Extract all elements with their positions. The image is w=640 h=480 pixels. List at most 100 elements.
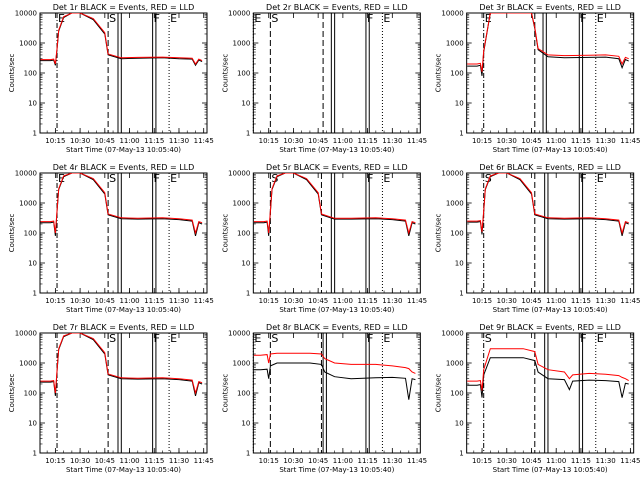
y-axis-label: Counts/sec (221, 54, 229, 93)
event-marker-label: E (58, 12, 65, 25)
x-tick-label: 10:45 (521, 297, 541, 305)
y-axis-label: Counts/sec (8, 214, 16, 253)
panel-title: Det 2r BLACK = Events, RED = LLD (266, 3, 408, 12)
series-line-lld (467, 173, 629, 235)
y-tick-label: 10 (241, 420, 250, 428)
x-tick-label: 11:15 (358, 457, 378, 465)
y-tick-label: 100 (450, 390, 463, 398)
x-tick-label: 11:00 (546, 457, 566, 465)
panel-det-6: Det 6r BLACK = Events, RED = LLD 1 10 100 10… (435, 163, 640, 314)
event-marker-label: F (580, 332, 586, 345)
series-line-lld (253, 352, 416, 374)
event-marker-label: E (383, 12, 390, 25)
panel-title: Det 7r BLACK = Events, RED = LLD (53, 323, 195, 332)
y-tick-label: 100 (24, 230, 37, 238)
plot-frame (252, 12, 421, 134)
x-tick-label: 11:00 (333, 137, 353, 145)
x-tick-label: 11:45 (407, 457, 427, 465)
x-tick-label: 11:30 (596, 457, 616, 465)
event-marker-label: E (597, 332, 604, 345)
x-tick-label: 11:15 (358, 137, 378, 145)
y-tick-label: 10000 (228, 330, 250, 338)
x-tick-label: 11:30 (169, 297, 189, 305)
y-tick-label: 10000 (441, 170, 463, 178)
y-tick-label: 1000 (233, 360, 251, 368)
y-tick-label: 10 (241, 100, 250, 108)
x-tick-label: 11:00 (333, 457, 353, 465)
plot-frame (466, 332, 635, 454)
x-tick-label: 10:15 (259, 137, 279, 145)
event-marker-label: E (58, 172, 65, 185)
event-marker-label: S (271, 332, 278, 345)
x-tick-label: 10:15 (45, 457, 65, 465)
y-tick-label: 1000 (19, 360, 37, 368)
event-marker-label: E (597, 12, 604, 25)
x-tick-label: 11:15 (571, 297, 591, 305)
series-line-lld (467, 13, 629, 72)
panel-title: Det 9r BLACK = Events, RED = LLD (479, 323, 621, 332)
y-tick-label: 1 (459, 130, 463, 138)
event-marker-label: S (271, 172, 278, 185)
y-tick-label: 1000 (446, 40, 464, 48)
plot-frame (466, 172, 635, 294)
event-marker-label: F (154, 12, 160, 25)
event-marker-label: E (383, 332, 390, 345)
x-tick-label: 11:30 (382, 457, 402, 465)
y-axis-label: Counts/sec (435, 214, 443, 253)
event-marker-label: E (383, 172, 390, 185)
x-tick-label: 11:30 (169, 457, 189, 465)
y-tick-label: 1 (246, 130, 250, 138)
panel-det-4: Det 4r BLACK = Events, RED = LLD 1 10 100 10… (8, 163, 214, 314)
x-axis-label: Start Time (07-May-13 10:05:40) (493, 466, 608, 474)
series-line-lld (40, 13, 203, 65)
x-tick-label: 11:00 (119, 297, 139, 305)
x-tick-label: 10:45 (521, 137, 541, 145)
x-tick-label: 11:15 (144, 137, 164, 145)
x-tick-label: 11:30 (169, 137, 189, 145)
y-axis-label: Counts/sec (8, 54, 16, 93)
x-tick-label: 10:15 (472, 137, 492, 145)
y-tick-label: 10 (28, 420, 37, 428)
y-tick-label: 10000 (441, 10, 463, 18)
y-tick-label: 1 (246, 450, 250, 458)
x-tick-label: 10:30 (497, 297, 517, 305)
x-tick-label: 10:45 (308, 137, 328, 145)
panel-det-3: Det 3r BLACK = Events, RED = LLD 1 10 100 10… (435, 3, 640, 154)
event-marker-label: E (254, 12, 261, 25)
x-axis-label: Start Time (07-May-13 10:05:40) (493, 146, 608, 154)
x-tick-label: 10:30 (70, 137, 90, 145)
x-tick-label: 10:30 (70, 297, 90, 305)
x-tick-label: 10:45 (95, 137, 115, 145)
event-marker-label: F (580, 12, 586, 25)
x-tick-label: 11:00 (119, 137, 139, 145)
y-tick-label: 10 (455, 260, 464, 268)
x-tick-label: 11:30 (596, 137, 616, 145)
y-tick-label: 10000 (15, 170, 37, 178)
x-tick-label: 10:30 (70, 457, 90, 465)
x-tick-label: 11:30 (596, 297, 616, 305)
x-tick-label: 10:15 (472, 457, 492, 465)
panel-det-9: Det 9r BLACK = Events, RED = LLD 1 10 100 10… (435, 323, 640, 474)
panel-title: Det 3r BLACK = Events, RED = LLD (479, 3, 621, 12)
event-marker-label: E (170, 332, 177, 345)
x-tick-label: 11:45 (620, 137, 640, 145)
panel-det-2: Det 2r BLACK = Events, RED = LLD 1 10 100 10… (221, 3, 427, 154)
x-tick-label: 10:30 (283, 137, 303, 145)
panel-det-7: Det 7r BLACK = Events, RED = LLD 1 10 100 10… (8, 323, 214, 474)
x-tick-label: 11:30 (382, 297, 402, 305)
event-marker-label: E (170, 12, 177, 25)
x-tick-label: 11:30 (382, 137, 402, 145)
x-tick-label: 11:15 (571, 137, 591, 145)
y-tick-label: 1 (459, 450, 463, 458)
event-marker-label: E (170, 172, 177, 185)
y-tick-label: 10000 (15, 330, 37, 338)
y-tick-label: 10 (28, 260, 37, 268)
y-tick-label: 1 (33, 130, 37, 138)
y-tick-label: 100 (237, 230, 250, 238)
x-tick-label: 11:45 (194, 297, 214, 305)
x-tick-label: 10:30 (283, 457, 303, 465)
x-tick-label: 10:15 (259, 297, 279, 305)
y-axis-label: Counts/sec (8, 374, 16, 413)
x-tick-label: 10:30 (497, 137, 517, 145)
